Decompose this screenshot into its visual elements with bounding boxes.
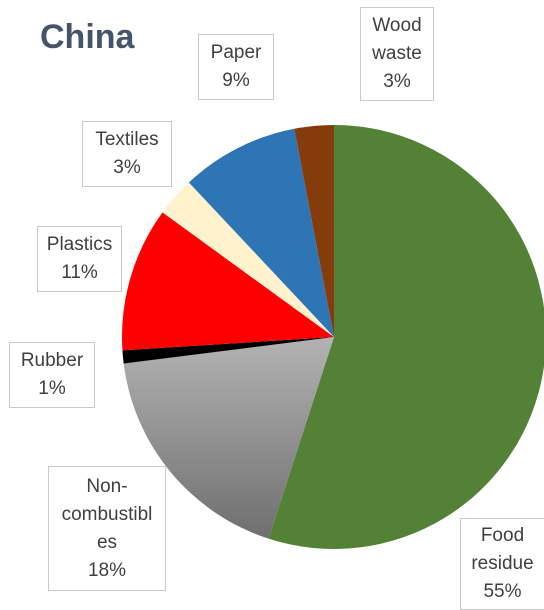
- slice-percent: 18%: [87, 559, 126, 581]
- slice-name: Rubber: [20, 350, 84, 371]
- slice-name: Wood waste: [372, 15, 422, 64]
- slice-percent: 3%: [383, 71, 411, 92]
- data-label-food-residue: Food residue 55%: [460, 518, 544, 610]
- slice-percent: 11%: [61, 262, 98, 283]
- data-label-paper: Paper 9%: [198, 34, 274, 100]
- data-label-plastics: Plastics 11%: [37, 226, 122, 292]
- pie-slice-wood-waste: [294, 125, 334, 337]
- slice-percent: 55%: [483, 581, 522, 602]
- slice-name: Non- combustibl es: [61, 475, 153, 553]
- pie-slices: [122, 125, 544, 549]
- slice-percent: 3%: [113, 157, 141, 178]
- slice-percent: 9%: [222, 70, 250, 91]
- slice-name: Food residue: [471, 525, 534, 574]
- slice-name: Textiles: [95, 129, 159, 150]
- data-label-wood-waste: Wood waste 3%: [360, 7, 434, 101]
- pie-slice-plastics: [122, 212, 335, 351]
- pie-slice-non-combustibles: [123, 337, 334, 539]
- pie-slice-rubber: [122, 337, 334, 364]
- slice-percent: 1%: [38, 378, 66, 399]
- slice-name: Paper: [210, 42, 262, 63]
- data-label-non-combustibles: Non- combustibl es 18%: [48, 466, 166, 591]
- data-label-rubber: Rubber 1%: [9, 342, 95, 408]
- slice-name: Plastics: [46, 234, 113, 255]
- pie-slice-textiles: [162, 182, 334, 337]
- pie-slice-food-residue: [268, 125, 544, 549]
- pie-slice-paper: [188, 128, 334, 337]
- chart-title: China: [40, 18, 135, 56]
- data-label-textiles: Textiles 3%: [82, 121, 172, 187]
